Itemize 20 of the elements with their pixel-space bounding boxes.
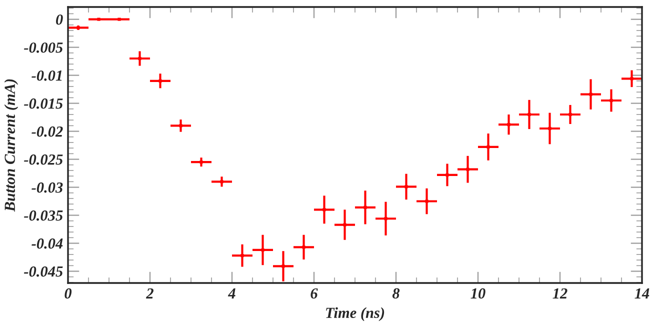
y-tick-label: -0.035 xyxy=(24,210,63,221)
y-axis-title: Button Current (mA) xyxy=(4,79,18,212)
x-tick-label: 0 xyxy=(64,288,72,299)
y-tick-label: -0.04 xyxy=(32,238,63,249)
y-tick-label: -0.01 xyxy=(32,70,62,81)
y-tick-label: -0.03 xyxy=(32,182,63,193)
x-tick-label: 10 xyxy=(470,288,486,299)
y-tick-label: 0 xyxy=(56,14,63,25)
x-tick-label: 2 xyxy=(146,288,154,298)
x-tick-label: 12 xyxy=(552,288,568,298)
x-tick-label: 14 xyxy=(634,288,650,298)
y-tick-label: -0.015 xyxy=(24,98,63,109)
x-axis-title: Time (ns) xyxy=(326,307,384,322)
x-tick-label: 4 xyxy=(228,288,236,298)
y-tick-label: -0.025 xyxy=(24,154,63,165)
y-tick-label: -0.005 xyxy=(24,42,63,53)
x-tick-label: 8 xyxy=(392,288,400,299)
x-tick-label: 6 xyxy=(310,288,318,299)
y-tick-label: -0.02 xyxy=(32,126,63,137)
y-tick-label: -0.045 xyxy=(24,266,63,277)
